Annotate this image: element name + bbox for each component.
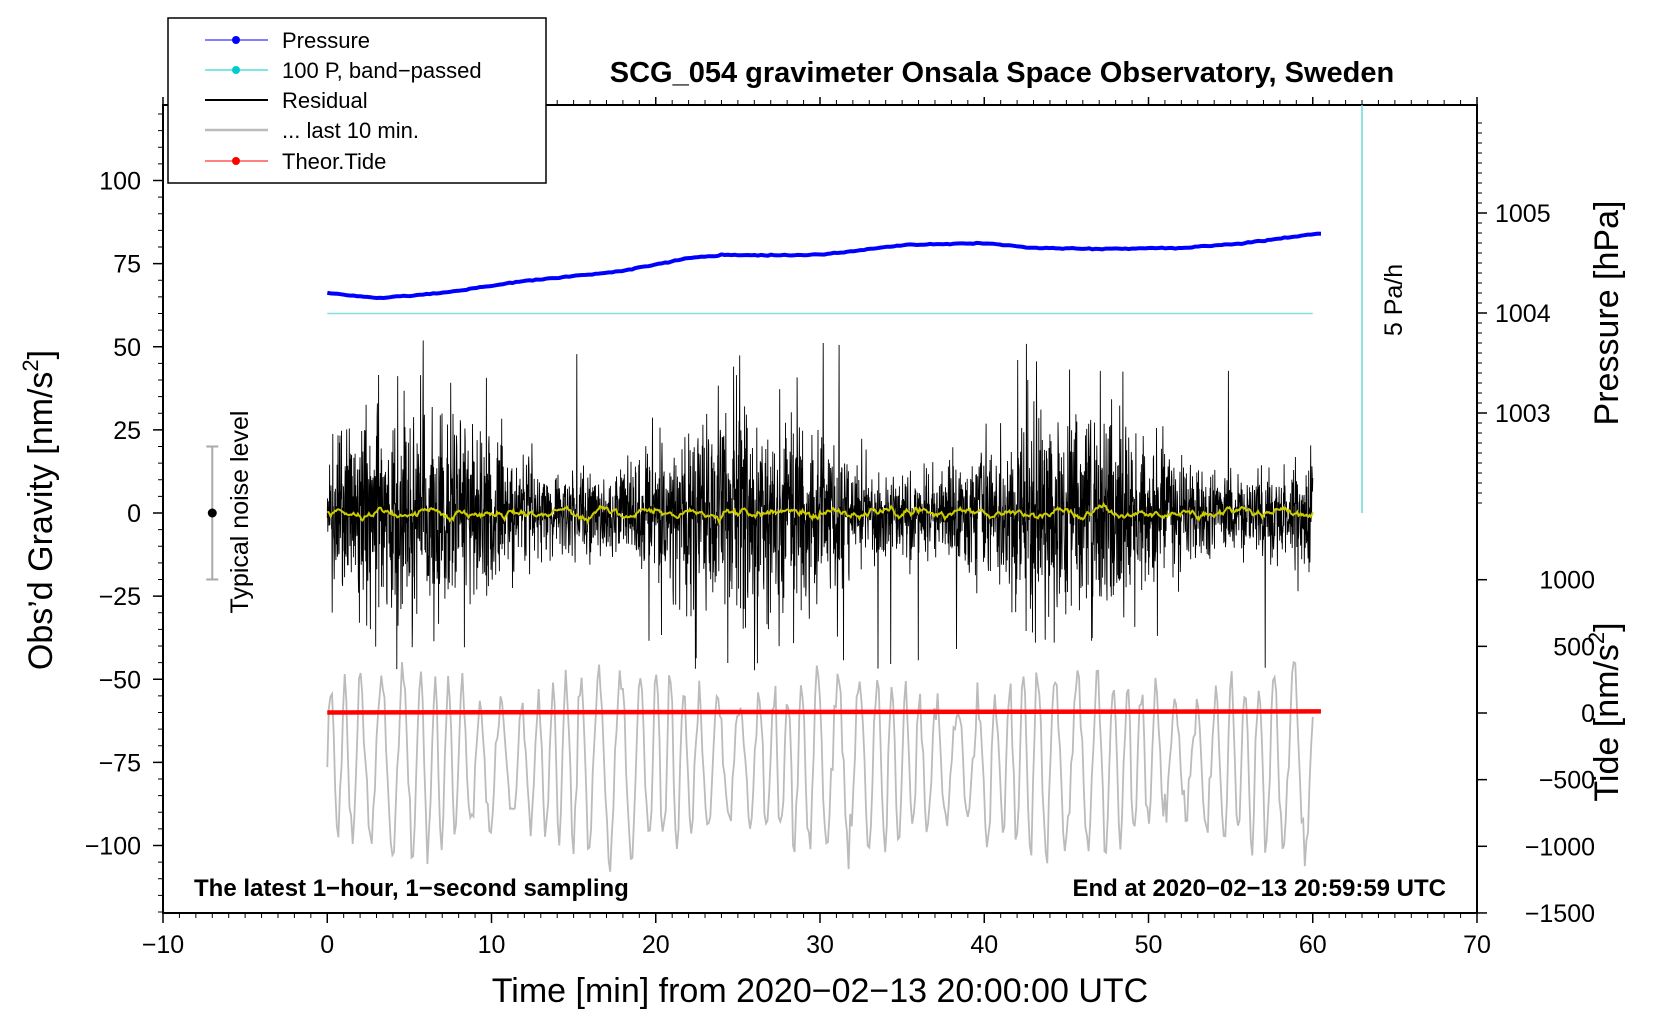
legend-label-band-passed: 100 P, band−passed — [282, 58, 482, 83]
x-tick-label: 20 — [642, 931, 670, 959]
tide-tick-label: 0 — [1581, 700, 1595, 728]
y-axis-label-tide: Tide [nm/s2] — [1584, 622, 1626, 801]
y-tick-label: 0 — [127, 500, 141, 528]
pressure-line — [326, 231, 1322, 301]
legend-label-pressure: Pressure — [282, 28, 370, 53]
series-last-10-min — [326, 660, 1314, 872]
x-tick-label: 70 — [1463, 931, 1491, 959]
series-residual — [326, 340, 1314, 671]
x-tick-label: 50 — [1135, 931, 1163, 959]
x-tick-label: 30 — [806, 931, 834, 959]
y-tick-label: 50 — [113, 334, 141, 362]
tide-line — [327, 709, 1321, 715]
x-tick-label: 60 — [1299, 931, 1327, 959]
tide-tick-label: 1000 — [1539, 567, 1595, 595]
legend-swatch-marker — [232, 36, 240, 44]
x-tick-label: 10 — [478, 931, 506, 959]
series-pressure — [326, 231, 1322, 301]
typical-noise-level-bar — [206, 445, 219, 581]
pressure-axis-ticks: 1005 1004 1003 — [1477, 200, 1551, 428]
y-tick-label: 100 — [99, 168, 141, 196]
noise-level-center — [207, 508, 217, 518]
residual-line — [326, 340, 1314, 671]
legend-label-residual: Residual — [282, 88, 368, 113]
legend: Pressure 100 P, band−passed Residual ...… — [167, 17, 547, 184]
legend-swatch-marker — [232, 66, 240, 74]
chart-title: SCG_054 gravimeter Onsala Space Observat… — [610, 57, 1394, 89]
x-axis-label: Time [min] from 2020−02−13 20:00:00 UTC — [492, 972, 1148, 1010]
series-theoretical-tide — [327, 709, 1321, 715]
tide-tick-label: −1500 — [1525, 900, 1595, 928]
tide-tick-label: −1000 — [1525, 833, 1595, 861]
y-axis-label-pressure: Pressure [hPa] — [1588, 201, 1626, 426]
tide-axis-ticks: 1000 500 0 −500 −1000 −1500 — [1477, 567, 1595, 928]
legend-item-residual: Residual — [205, 88, 368, 113]
legend-label-last-10-min: ... last 10 min. — [282, 118, 419, 143]
pressure-tick-label: 1004 — [1495, 300, 1551, 328]
series-residual-smoothed — [327, 501, 1314, 526]
y-tick-label: 75 — [113, 251, 141, 279]
y-tick-label: −50 — [99, 666, 141, 694]
y-axis-ticks: 100 75 50 25 0 −25 −50 −75 −100 — [85, 168, 163, 861]
y-tick-label: −100 — [85, 833, 141, 861]
legend-label-theor-tide: Theor.Tide — [282, 149, 386, 174]
y-axis-label-left: Obs’d Gravity [nm/s2] — [18, 350, 60, 670]
last-10-min-line — [326, 660, 1314, 872]
y-tick-label: −25 — [99, 583, 141, 611]
y-tick-label: −75 — [99, 749, 141, 777]
legend-item-theor-tide: Theor.Tide — [205, 149, 386, 174]
y-tick-label: 25 — [113, 417, 141, 445]
legend-item-band-passed: 100 P, band−passed — [205, 58, 482, 83]
annotation-sampling: The latest 1−hour, 1−second sampling — [194, 875, 629, 902]
x-tick-label: −10 — [142, 931, 184, 959]
noise-level-label: Typical noise level — [226, 411, 254, 614]
tide-tick-label: 500 — [1553, 633, 1595, 661]
x-axis-ticks: −10 0 10 20 30 40 50 60 70 — [142, 97, 1491, 959]
tide-tick-label: −500 — [1539, 767, 1595, 795]
pressure-tick-label: 1003 — [1495, 400, 1551, 428]
annotation-end-time: End at 2020−02−13 20:59:59 UTC — [1072, 875, 1446, 902]
legend-item-last-10-min: ... last 10 min. — [205, 118, 419, 143]
scale-bar-label: 5 Pa/h — [1380, 264, 1408, 336]
residual-smoothed-line — [327, 501, 1314, 526]
legend-item-pressure: Pressure — [205, 28, 370, 53]
pressure-tick-label: 1005 — [1495, 200, 1551, 228]
x-tick-label: 0 — [320, 931, 334, 959]
x-tick-label: 40 — [970, 931, 998, 959]
legend-swatch-marker — [232, 157, 240, 165]
